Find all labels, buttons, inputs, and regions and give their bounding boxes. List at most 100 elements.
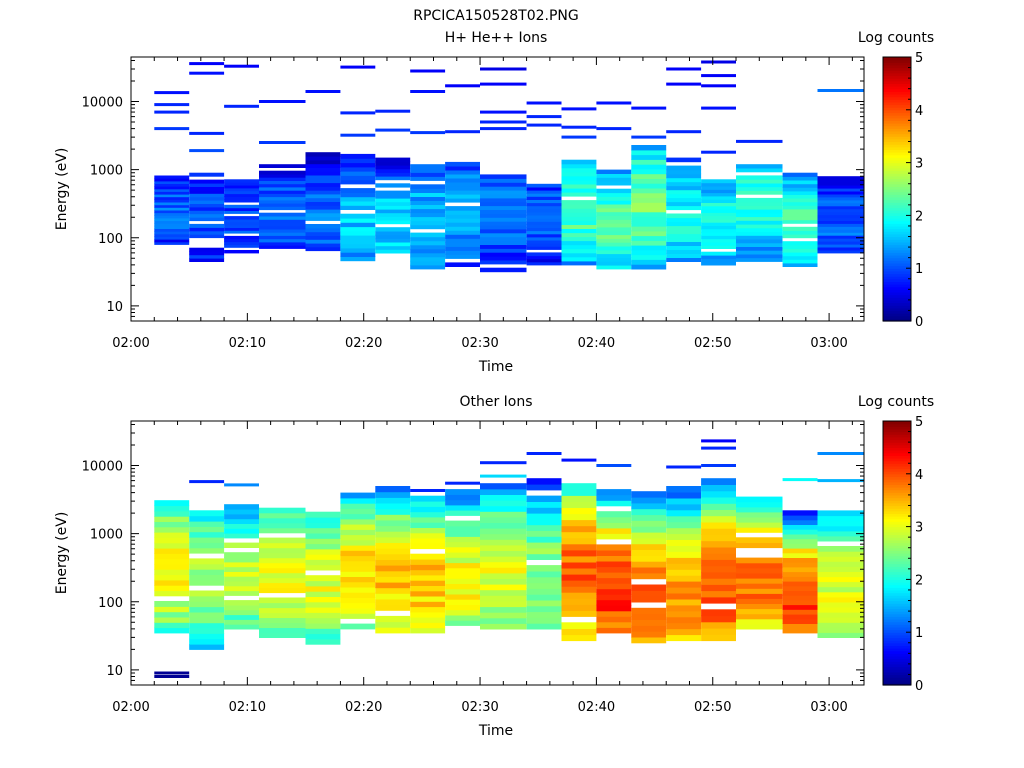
heatmap-cell — [782, 538, 818, 544]
heatmap-cell — [701, 185, 736, 190]
heatmap-cell — [631, 572, 667, 580]
colorbar-segment — [883, 436, 911, 441]
heatmap-cell — [410, 90, 446, 93]
heatmap-cell — [526, 513, 562, 520]
heatmap-cell — [561, 628, 597, 636]
colorbar-segment — [883, 91, 911, 95]
heatmap-cell — [189, 579, 225, 586]
heatmap-cell — [445, 489, 480, 495]
colorbar-segment — [883, 210, 911, 214]
heatmap-cell — [736, 212, 783, 218]
heatmap-cell — [666, 581, 702, 588]
heatmap-cell — [375, 559, 411, 566]
heatmap-cell — [561, 232, 597, 238]
heatmap-cell — [340, 613, 376, 619]
colorbar-segment — [883, 64, 911, 69]
heatmap-cell — [375, 172, 411, 177]
heatmap-cell — [782, 205, 818, 210]
colorbar-segment — [883, 447, 911, 451]
heatmap-cell — [701, 218, 736, 223]
heatmap-cell — [154, 526, 190, 533]
heatmap-cell — [596, 549, 632, 556]
heatmap-cell — [561, 537, 597, 545]
heatmap-cell — [445, 186, 480, 191]
heatmap-cell — [782, 599, 818, 606]
heatmap-cell — [445, 620, 480, 626]
heatmap-cell — [631, 149, 667, 156]
heatmap-cell — [817, 556, 864, 562]
colorbar-segment — [883, 682, 911, 686]
heatmap-cell — [224, 187, 259, 192]
heatmap-cell — [259, 206, 306, 211]
heatmap-cell — [782, 172, 818, 177]
colorbar-segment — [883, 186, 911, 190]
heatmap-cell — [340, 586, 376, 593]
heatmap-cell — [224, 207, 259, 211]
colorbar-segment — [883, 154, 911, 158]
heatmap-cell — [340, 534, 376, 541]
heatmap-cell — [666, 628, 702, 636]
heatmap-cell — [817, 229, 864, 233]
colorbar-segment — [883, 582, 911, 586]
heatmap-cell — [782, 543, 818, 549]
heatmap-cell — [596, 192, 632, 197]
heatmap-cell — [480, 623, 527, 630]
heatmap-cell — [701, 60, 736, 64]
heatmap-cell — [154, 202, 190, 206]
heatmap-cell — [561, 483, 597, 490]
heatmap-cell — [817, 179, 864, 183]
heatmap-cell — [224, 571, 259, 577]
heatmap-cell — [817, 235, 864, 239]
heatmap-cell — [224, 576, 259, 582]
heatmap-cell — [526, 576, 562, 584]
heatmap-cell — [259, 180, 306, 185]
heatmap-column — [445, 84, 480, 267]
heatmap-cell — [526, 115, 562, 119]
heatmap-cell — [817, 89, 864, 92]
heatmap-cell — [782, 262, 818, 267]
heatmap-cell — [375, 519, 411, 527]
heatmap-cell — [701, 534, 736, 542]
heatmap-cell — [305, 607, 341, 613]
heatmap-cell — [259, 602, 306, 609]
heatmap-cell — [375, 576, 411, 583]
heatmap-cell — [701, 238, 736, 243]
colorbar-segment — [883, 537, 911, 541]
heatmap-cell — [340, 581, 376, 588]
colorbar-segment — [883, 189, 911, 193]
heatmap-cell — [224, 585, 259, 592]
heatmap-cell — [305, 522, 341, 529]
heatmap-cell — [340, 200, 376, 206]
heatmap-cell — [445, 218, 480, 223]
heatmap-cell — [701, 192, 736, 197]
colorbar-segment — [883, 207, 911, 211]
heatmap-cell — [666, 130, 702, 134]
heatmap-cell — [189, 611, 225, 618]
heatmap-cell — [189, 563, 225, 570]
heatmap-cell — [259, 512, 306, 519]
heatmap-cell — [817, 199, 864, 204]
heatmap-cell — [340, 133, 376, 137]
heatmap-cell — [154, 180, 190, 184]
heatmap-cell — [596, 572, 632, 579]
heatmap-cell — [480, 567, 527, 574]
heatmap-cell — [480, 511, 527, 518]
heatmap-cell — [817, 232, 864, 236]
heatmap-cell — [480, 224, 527, 230]
heatmap-cell — [224, 250, 259, 254]
heatmap-cell — [666, 245, 702, 250]
heatmap-cell — [480, 110, 527, 114]
heatmap-cell — [375, 604, 411, 611]
heatmap-cell — [340, 188, 376, 193]
heatmap-cell — [259, 228, 306, 233]
heatmap-cell — [631, 145, 667, 151]
heatmap-cell — [154, 220, 190, 224]
heatmap-cell — [817, 188, 864, 192]
heatmap-cell — [445, 520, 480, 527]
colorbar-segment — [883, 183, 911, 187]
heatmap-cell — [736, 231, 783, 236]
heatmap-cell — [631, 230, 667, 237]
plot-frame — [130, 420, 865, 686]
colorbar-segment — [883, 117, 911, 121]
heatmap-cell — [596, 511, 632, 518]
